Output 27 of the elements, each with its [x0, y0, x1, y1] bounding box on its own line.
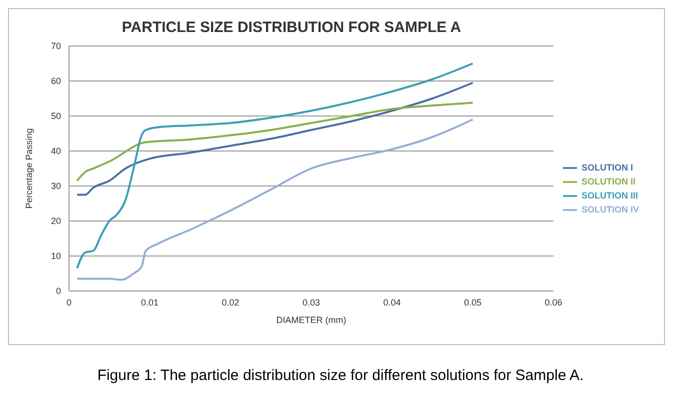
x-tick-label: 0.04: [383, 297, 401, 308]
y-tick-label: 30: [50, 181, 61, 192]
x-tick-label: 0.06: [544, 297, 562, 308]
y-tick-label: 60: [50, 76, 61, 86]
y-tick-label: 10: [50, 251, 61, 262]
line-series: [76, 82, 474, 196]
x-axis-title: DIAMETER (mm): [276, 315, 346, 325]
y-tick-label: 70: [50, 41, 61, 52]
y-tick-label: 20: [50, 216, 61, 226]
legend-label: SOLUTION III: [581, 190, 638, 200]
legend-label: SOLUTION II: [581, 176, 636, 186]
caption: Figure 1: The particle distribution size for different solutions for Sample A.: [96, 367, 585, 384]
x-tick-label: 0: [66, 297, 72, 308]
y-tick-label: 50: [50, 111, 61, 122]
x-tick-label: 0.01: [140, 297, 159, 308]
y-axis-title: Percentage Passing: [24, 128, 34, 209]
x-tick-label: 0.05: [464, 297, 482, 308]
line-series: [76, 118, 474, 281]
y-tick-label: 0: [56, 286, 61, 296]
line-series: [76, 102, 474, 182]
legend-label: SOLUTION IV: [581, 204, 639, 214]
x-tick-label: 0.02: [222, 297, 240, 308]
y-tick-label: 40: [50, 146, 61, 156]
line-series: [76, 62, 474, 270]
legend-label: SOLUTION I: [581, 162, 633, 172]
chart-title: PARTICLE SIZE DISTRIBUTION FOR SAMPLE A: [120, 19, 462, 36]
x-tick-label: 0.03: [302, 297, 320, 308]
